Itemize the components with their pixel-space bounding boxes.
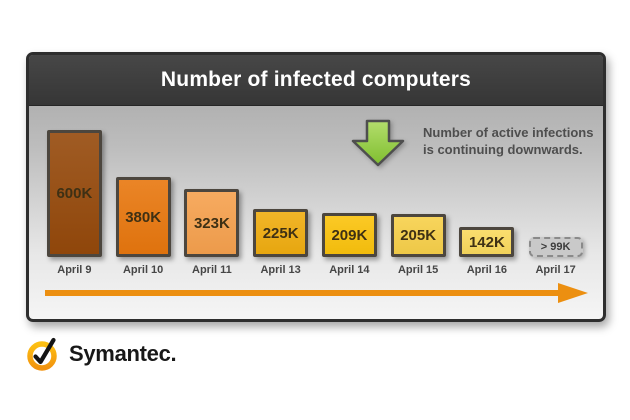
bar-column-april-15: 205K April 15 <box>384 128 453 276</box>
chart-title: Number of infected computers <box>160 68 472 91</box>
symantec-checkmark-icon <box>27 337 57 371</box>
chart-panel: Number of infected computers Number of a… <box>26 52 606 322</box>
date-label: April 14 <box>329 264 370 276</box>
bar-value-label: 142K <box>468 233 505 251</box>
annotation-line-2: is continuing downwards. <box>423 141 583 157</box>
chart-title-bar: Number of infected computers <box>29 55 603 106</box>
timeline-arrow-icon <box>45 283 588 303</box>
bar-value-label: 323K <box>193 214 230 232</box>
bar-april-16: 142K <box>459 227 515 257</box>
bar-column-april-13: 225K April 13 <box>246 128 315 276</box>
date-label: April 15 <box>397 264 439 276</box>
bar-zone: 225K <box>253 128 309 257</box>
bar-column-april-11: 323K April 11 <box>178 128 247 276</box>
bar-april-13: 225K <box>253 209 309 257</box>
down-arrow-icon <box>351 119 405 167</box>
date-label: April 13 <box>260 264 301 276</box>
bar-value-label: 225K <box>262 224 299 242</box>
bar-april-11: 323K <box>184 189 240 257</box>
date-label: April 10 <box>122 264 164 276</box>
date-label: April 11 <box>192 264 232 276</box>
bar-april-10: 380K <box>115 177 171 257</box>
bar-column-april-16: 142K April 16 <box>453 128 522 276</box>
bar-value-label: 600K <box>56 185 93 202</box>
bar-value-label: > 99K <box>540 241 571 253</box>
bar-column-april-17: > 99K April 17 <box>521 128 590 276</box>
bar-value-label: 380K <box>125 208 162 226</box>
bar-zone: > 99K <box>528 128 583 257</box>
bar-april-15: 205K <box>390 214 446 257</box>
bar-column-april-10: 380K April 10 <box>109 128 178 276</box>
bar-zone: 323K <box>184 128 240 257</box>
bar-zone: 209K <box>321 128 377 257</box>
bar-zone: 600K <box>46 128 102 257</box>
date-label: April 16 <box>466 264 508 276</box>
annotation-text: Number of active infections is continuin… <box>423 125 603 158</box>
annotation-line-1: Number of active infections <box>423 125 594 140</box>
bar-column-april-14: 209K April 14 <box>315 128 384 276</box>
bar-zone: 380K <box>115 128 171 257</box>
bar-value-label: 209K <box>331 226 368 244</box>
bar-zone: 142K <box>459 128 515 257</box>
bar-zone: 205K <box>390 128 446 257</box>
bars-row: 600K April 9 380K April 10 323K April 11 225K A… <box>40 128 590 276</box>
brand-name: Symantec. <box>69 341 177 366</box>
bar-april-17: > 99K <box>528 237 583 257</box>
symantec-logo: Symantec. <box>26 334 177 374</box>
bar-value-label: 205K <box>400 227 437 244</box>
date-label: April 9 <box>57 264 92 276</box>
bar-column-april-9: 600K April 9 <box>40 128 109 276</box>
date-label: April 17 <box>535 264 576 276</box>
bar-april-9: 600K <box>46 130 102 257</box>
bar-april-14: 209K <box>321 213 377 257</box>
